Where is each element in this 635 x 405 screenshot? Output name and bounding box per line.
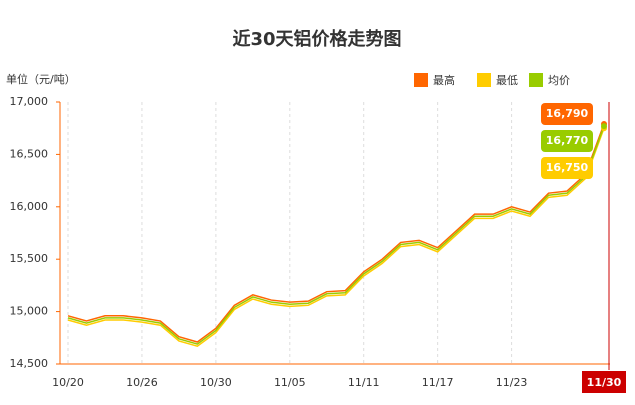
y-tick-label: 14,500	[10, 357, 49, 370]
legend-swatch	[477, 73, 491, 87]
legend-swatch	[414, 73, 428, 87]
legend-label: 最高	[433, 73, 455, 87]
x-tick-label: 11/17	[422, 376, 454, 389]
legend-label: 均价	[548, 74, 570, 87]
x-tick-label: 11/30	[587, 376, 622, 389]
x-tick-label: 10/30	[200, 376, 232, 389]
x-tick-label: 11/23	[496, 376, 528, 389]
y-axis-label: 单位（元/吨）	[6, 72, 76, 86]
y-tick-label: 17,000	[10, 95, 49, 108]
y-tick-label: 15,000	[10, 305, 49, 318]
value-label-box	[541, 103, 593, 125]
x-tick-label: 11/11	[348, 376, 380, 389]
chart-title: 近30天铝价格走势图	[232, 28, 401, 50]
x-tick-label: 10/26	[126, 376, 158, 389]
value-label: 16,770	[546, 134, 589, 147]
series-line	[67, 125, 605, 345]
value-label: 16,790	[546, 107, 589, 120]
legend-swatch	[529, 73, 543, 87]
end-dot	[601, 123, 607, 130]
value-label-box	[541, 157, 593, 179]
value-label-box	[541, 130, 593, 152]
y-tick-label: 16,000	[10, 200, 49, 213]
series-line	[67, 123, 605, 343]
x-label-highlight	[582, 371, 626, 393]
value-label: 16,750	[546, 161, 589, 174]
x-tick-label: 10/20	[52, 376, 84, 389]
x-tick-label: 11/05	[274, 376, 306, 389]
y-tick-label: 16,500	[10, 147, 49, 160]
legend-label: 最低	[496, 74, 518, 87]
y-tick-label: 15,500	[10, 252, 49, 265]
series-line	[67, 127, 605, 348]
